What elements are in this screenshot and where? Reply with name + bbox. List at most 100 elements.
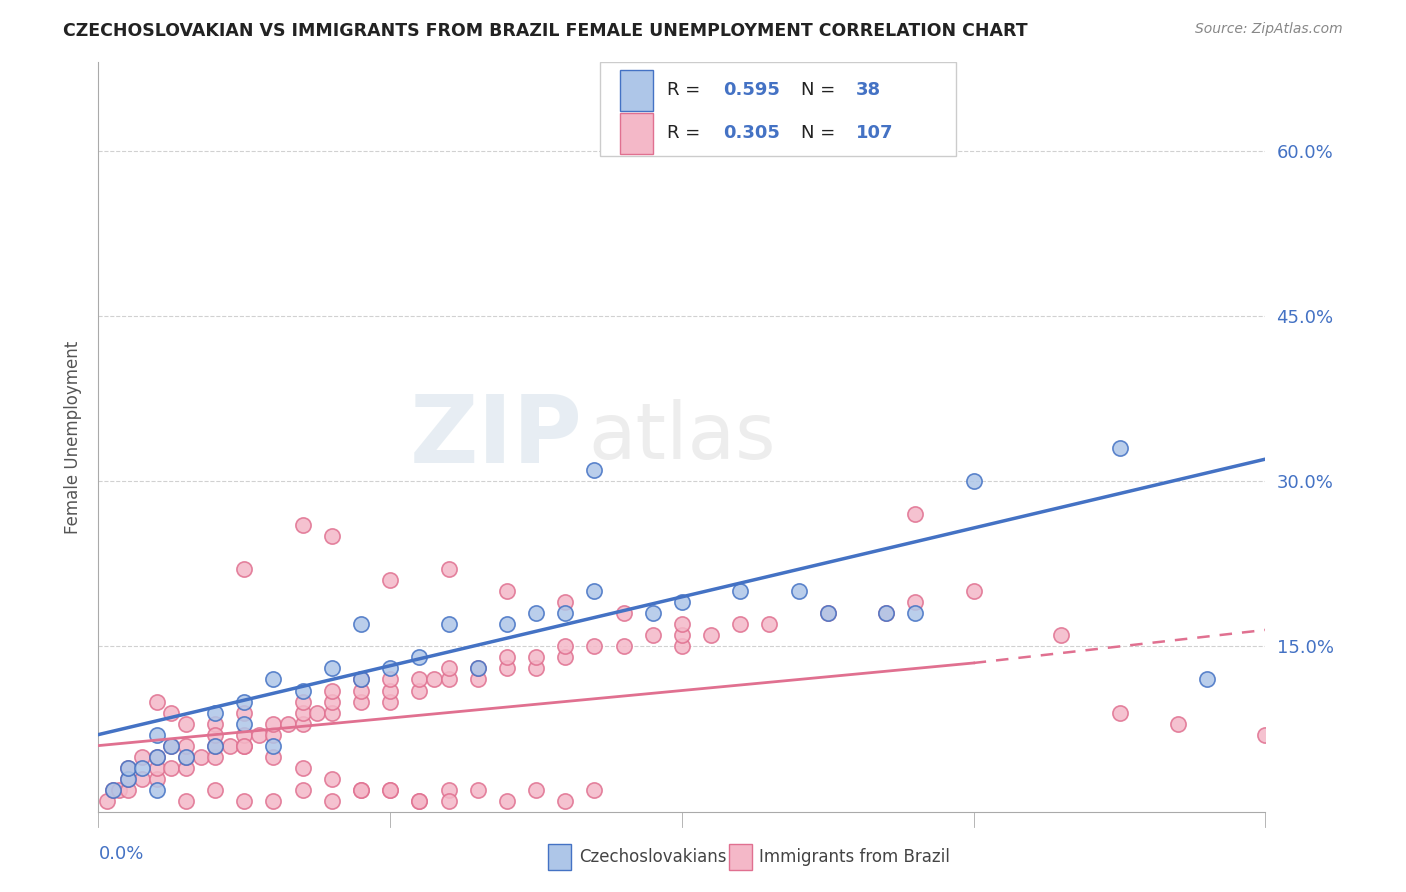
Point (671, 617, 693, 632)
Text: atlas: atlas (589, 399, 776, 475)
Point (160, 761, 183, 775)
Point (350, 782, 373, 797)
Point (233, 739, 256, 753)
Point (350, 673, 373, 687)
Text: R =: R = (666, 124, 706, 143)
Point (117, 761, 139, 775)
Point (204, 706, 226, 720)
Point (496, 650, 519, 665)
Point (641, 628, 664, 642)
Point (174, 749, 197, 764)
Point (554, 607, 576, 621)
Point (496, 794, 519, 808)
Point (204, 716, 226, 731)
Point (146, 782, 169, 797)
Point (524, 607, 547, 621)
Point (204, 749, 226, 764)
Point (700, 628, 723, 642)
Point (321, 772, 343, 786)
Point (787, 584, 810, 599)
Point (408, 794, 430, 808)
Point (262, 794, 284, 808)
Point (204, 782, 226, 797)
Point (524, 782, 547, 797)
Point (467, 673, 489, 687)
Point (204, 739, 226, 753)
Text: 107: 107 (856, 124, 893, 143)
Point (496, 584, 519, 599)
Point (204, 739, 226, 753)
Point (467, 661, 489, 675)
Point (904, 595, 927, 609)
Point (612, 607, 634, 621)
Point (174, 761, 197, 775)
Point (962, 584, 984, 599)
Point (117, 761, 139, 775)
Point (380, 782, 402, 797)
Point (291, 782, 314, 797)
Point (408, 673, 430, 687)
Point (291, 518, 314, 533)
Point (350, 617, 373, 632)
Point (146, 761, 169, 775)
Point (1195, 673, 1218, 687)
Point (350, 673, 373, 687)
Point (277, 716, 299, 731)
Point (174, 739, 197, 753)
Text: 0.595: 0.595 (723, 81, 780, 99)
Point (233, 562, 256, 576)
Point (817, 607, 839, 621)
Point (962, 474, 984, 488)
Point (291, 761, 314, 775)
FancyBboxPatch shape (620, 112, 652, 154)
FancyBboxPatch shape (620, 70, 652, 111)
Point (467, 782, 489, 797)
Point (146, 728, 169, 742)
Text: N =: N = (801, 124, 841, 143)
Point (291, 716, 314, 731)
Point (1167, 716, 1189, 731)
Point (408, 683, 430, 698)
Point (423, 673, 446, 687)
Point (875, 607, 897, 621)
Point (437, 794, 460, 808)
Point (671, 640, 693, 654)
Point (671, 628, 693, 642)
Point (612, 640, 634, 654)
Point (108, 782, 131, 797)
Point (437, 782, 460, 797)
Point (117, 772, 139, 786)
Point (875, 607, 897, 621)
Point (583, 463, 606, 477)
Point (496, 661, 519, 675)
Point (174, 749, 197, 764)
Point (117, 782, 139, 797)
Point (174, 794, 197, 808)
Point (524, 661, 547, 675)
Point (131, 761, 153, 775)
Point (671, 595, 693, 609)
Text: 0.0%: 0.0% (98, 846, 143, 863)
Point (262, 716, 284, 731)
Point (291, 706, 314, 720)
Point (1254, 728, 1277, 742)
Point (350, 683, 373, 698)
Text: N =: N = (801, 81, 841, 99)
Point (758, 617, 780, 632)
Point (380, 782, 402, 797)
Point (554, 794, 576, 808)
Text: Immigrants from Brazil: Immigrants from Brazil (759, 847, 950, 865)
Text: Source: ZipAtlas.com: Source: ZipAtlas.com (1195, 22, 1343, 37)
Point (247, 728, 270, 742)
FancyBboxPatch shape (548, 844, 571, 871)
Point (146, 772, 169, 786)
Point (554, 650, 576, 665)
Point (380, 683, 402, 698)
Point (1050, 628, 1073, 642)
Point (262, 749, 284, 764)
Point (233, 706, 256, 720)
Point (321, 683, 343, 698)
Point (437, 562, 460, 576)
Point (190, 749, 212, 764)
Point (291, 683, 314, 698)
